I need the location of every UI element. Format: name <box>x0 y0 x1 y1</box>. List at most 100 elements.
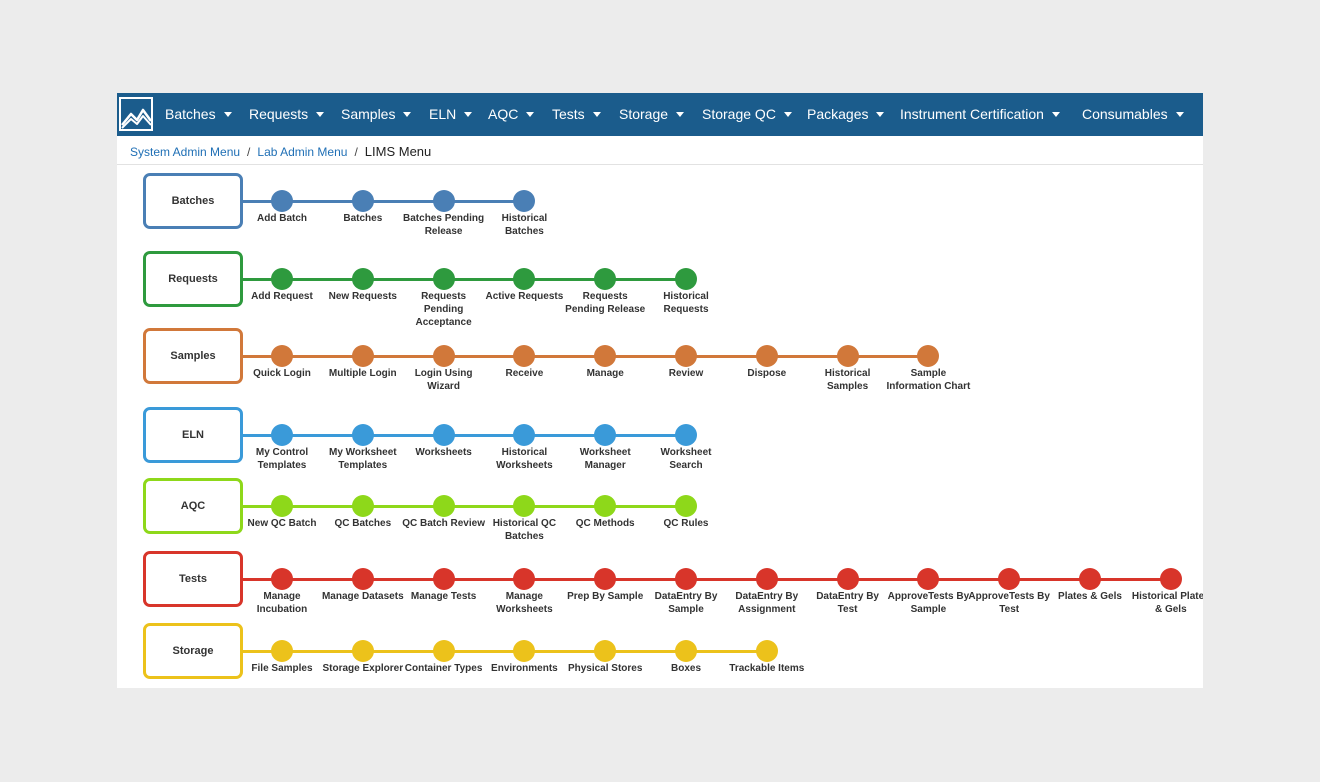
nav-eln[interactable]: ELN <box>429 93 473 136</box>
menu-node-tests[interactable] <box>917 568 940 590</box>
menu-node-label[interactable]: New Requests <box>328 291 397 302</box>
menu-node-label[interactable]: Manage Incubation <box>256 591 308 615</box>
menu-node-label[interactable]: Container Types <box>404 663 483 674</box>
menu-node-label[interactable]: ApproveTests By Test <box>968 591 1050 615</box>
menu-node-tests[interactable] <box>594 568 617 590</box>
menu-node-label[interactable]: QC Methods <box>575 518 635 529</box>
menu-node-label[interactable]: Historical Plates & Gels <box>1131 591 1203 615</box>
menu-node-aqc[interactable] <box>432 495 455 517</box>
menu-node-tests[interactable] <box>271 568 293 590</box>
nav-consumables[interactable]: Consumables <box>1082 93 1184 136</box>
menu-node-label[interactable]: Add Request <box>251 291 313 302</box>
nav-aqc[interactable]: AQC <box>488 93 535 136</box>
menu-node-eln[interactable] <box>351 424 374 446</box>
menu-node-tests[interactable] <box>755 568 778 590</box>
menu-node-label[interactable]: Worksheets <box>415 447 472 458</box>
menu-node-eln[interactable] <box>271 424 293 446</box>
menu-node-label[interactable]: Sample Information Chart <box>886 368 971 392</box>
menu-node-storage[interactable] <box>675 640 697 662</box>
menu-node-label[interactable]: Worksheet Search <box>660 447 712 471</box>
menu-node-label[interactable]: Active Requests <box>485 291 564 302</box>
menu-node-aqc[interactable] <box>594 495 617 517</box>
menu-node-aqc[interactable] <box>351 495 374 517</box>
nav-requests[interactable]: Requests <box>249 93 325 136</box>
menu-node-tests[interactable] <box>513 568 536 590</box>
nav-samples[interactable]: Samples <box>341 93 412 136</box>
menu-node-label[interactable]: Historical Requests <box>663 291 709 315</box>
menu-node-storage[interactable] <box>513 640 536 662</box>
menu-node-storage[interactable] <box>755 640 778 662</box>
menu-node-aqc[interactable] <box>513 495 536 517</box>
category-box-eln[interactable]: ELN <box>143 407 243 463</box>
menu-node-label[interactable]: Quick Login <box>253 368 311 379</box>
category-box-storage[interactable]: Storage <box>143 623 243 679</box>
menu-node-label[interactable]: Manage Worksheets <box>496 591 553 615</box>
menu-node-requests[interactable] <box>513 268 536 290</box>
menu-node-label[interactable]: QC Batch Review <box>402 518 485 529</box>
menu-node-label[interactable]: Historical QC Batches <box>492 518 557 542</box>
menu-node-samples[interactable] <box>351 345 374 367</box>
menu-node-label[interactable]: Historical Worksheets <box>496 447 553 471</box>
nav-instrument-certification[interactable]: Instrument Certification <box>900 93 1060 136</box>
menu-node-aqc[interactable] <box>675 495 697 517</box>
menu-node-storage[interactable] <box>271 640 293 662</box>
menu-node-samples[interactable] <box>917 345 940 367</box>
menu-node-samples[interactable] <box>836 345 859 367</box>
menu-node-label[interactable]: My Worksheet Templates <box>328 447 397 471</box>
menu-node-label[interactable]: Historical Batches <box>501 213 548 237</box>
menu-node-label[interactable]: Storage Explorer <box>322 663 404 674</box>
menu-node-aqc[interactable] <box>271 495 293 517</box>
menu-node-label[interactable]: Multiple Login <box>328 368 397 379</box>
menu-node-label[interactable]: Manage Tests <box>410 591 477 602</box>
menu-node-requests[interactable] <box>271 268 293 290</box>
menu-node-label[interactable]: Plates & Gels <box>1058 591 1122 602</box>
logo-icon[interactable] <box>117 93 155 136</box>
category-box-aqc[interactable]: AQC <box>143 478 243 534</box>
menu-node-label[interactable]: Receive <box>505 368 544 379</box>
breadcrumb-system-admin-menu[interactable]: System Admin Menu <box>130 145 241 159</box>
menu-node-label[interactable]: Historical Samples <box>824 368 871 392</box>
menu-node-label[interactable]: Requests Pending Acceptance <box>415 291 472 328</box>
menu-node-label[interactable]: Batches <box>343 213 383 224</box>
category-box-batches[interactable]: Batches <box>143 173 243 229</box>
menu-node-requests[interactable] <box>675 268 697 290</box>
menu-node-label[interactable]: QC Rules <box>663 518 709 529</box>
menu-node-tests[interactable] <box>351 568 374 590</box>
menu-node-samples[interactable] <box>271 345 293 367</box>
menu-node-eln[interactable] <box>675 424 697 446</box>
menu-node-label[interactable]: Batches Pending Release <box>403 213 485 237</box>
menu-node-label[interactable]: Physical Stores <box>567 663 643 674</box>
menu-node-label[interactable]: DataEntry By Test <box>816 591 879 615</box>
menu-node-tests[interactable] <box>998 568 1021 590</box>
menu-node-label[interactable]: New QC Batch <box>247 518 317 529</box>
menu-node-tests[interactable] <box>675 568 697 590</box>
menu-node-label[interactable]: Manage <box>586 368 624 379</box>
menu-node-samples[interactable] <box>755 345 778 367</box>
menu-node-requests[interactable] <box>351 268 374 290</box>
menu-node-eln[interactable] <box>513 424 536 446</box>
menu-node-samples[interactable] <box>594 345 617 367</box>
menu-node-eln[interactable] <box>594 424 617 446</box>
menu-node-label[interactable]: Manage Datasets <box>321 591 404 602</box>
menu-node-label[interactable]: Boxes <box>670 663 701 674</box>
menu-node-samples[interactable] <box>675 345 697 367</box>
menu-node-batches[interactable] <box>432 190 455 212</box>
menu-node-tests[interactable] <box>1159 568 1182 590</box>
menu-node-tests[interactable] <box>1079 568 1101 590</box>
nav-packages[interactable]: Packages <box>807 93 885 136</box>
menu-node-storage[interactable] <box>594 640 617 662</box>
menu-node-storage[interactable] <box>351 640 374 662</box>
menu-node-label[interactable]: Worksheet Manager <box>579 447 631 471</box>
menu-node-label[interactable]: File Samples <box>251 663 313 674</box>
menu-node-label[interactable]: Login Using Wizard <box>414 368 473 392</box>
menu-node-batches[interactable] <box>351 190 374 212</box>
category-box-requests[interactable]: Requests <box>143 251 243 307</box>
category-box-samples[interactable]: Samples <box>143 328 243 384</box>
category-box-tests[interactable]: Tests <box>143 551 243 607</box>
menu-node-label[interactable]: Trackable Items <box>729 663 805 674</box>
menu-node-label[interactable]: ApproveTests By Sample <box>887 591 970 615</box>
menu-node-samples[interactable] <box>513 345 536 367</box>
menu-node-requests[interactable] <box>594 268 617 290</box>
menu-node-samples[interactable] <box>432 345 455 367</box>
menu-node-label[interactable]: Environments <box>491 663 558 674</box>
